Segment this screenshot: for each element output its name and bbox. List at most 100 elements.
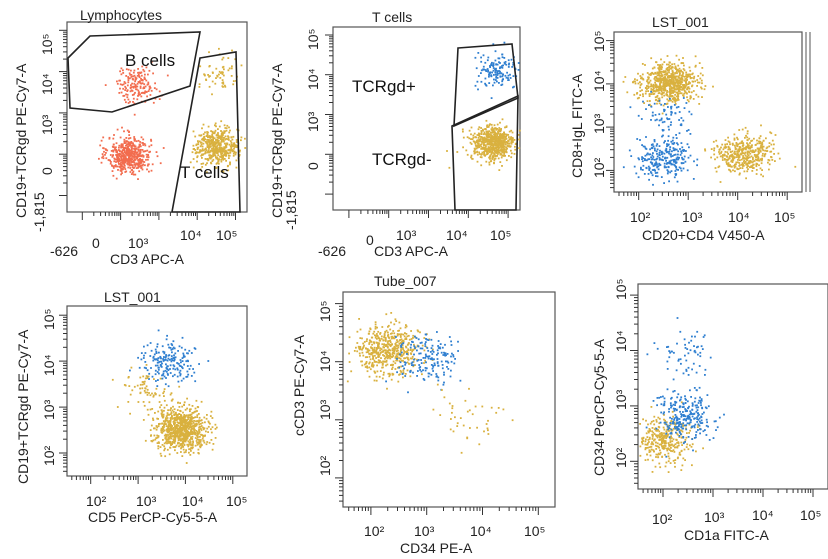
event-dot	[198, 432, 200, 435]
event-dot	[384, 331, 387, 334]
event-dot	[187, 433, 190, 435]
event-dot	[666, 90, 668, 92]
event-dot	[684, 78, 687, 80]
event-dot	[150, 349, 153, 352]
event-dot	[641, 160, 644, 163]
event-dot	[173, 347, 176, 350]
event-dot	[476, 160, 479, 163]
event-dot	[180, 346, 183, 349]
event-dot	[755, 156, 757, 158]
event-dot	[182, 352, 185, 355]
event-dot	[169, 347, 172, 349]
event-dot	[183, 355, 186, 358]
event-dot	[632, 81, 634, 84]
event-dot	[678, 79, 681, 82]
event-dot	[678, 156, 680, 159]
event-dot	[389, 373, 391, 376]
x-tick-label: 10³	[396, 227, 417, 243]
event-dot	[199, 65, 202, 68]
event-dot	[169, 432, 172, 435]
event-dot	[167, 343, 170, 346]
event-dot	[116, 155, 119, 158]
event-dot	[214, 122, 217, 125]
event-dot	[735, 156, 738, 158]
event-dot	[657, 64, 659, 66]
event-dot	[736, 167, 739, 170]
event-dot	[204, 131, 206, 134]
event-dot	[172, 405, 174, 408]
event-dot	[666, 69, 669, 72]
event-dot	[173, 436, 176, 439]
event-dot	[664, 140, 666, 142]
event-dot	[173, 408, 176, 411]
event-dot	[678, 132, 681, 135]
event-dot	[150, 140, 153, 142]
plot-frame	[613, 31, 803, 193]
event-dot	[133, 69, 136, 72]
event-dot	[177, 422, 180, 424]
event-dot	[198, 363, 200, 365]
event-dot	[116, 128, 119, 131]
event-dot	[749, 146, 752, 149]
event-dot	[213, 137, 216, 140]
event-dot	[182, 435, 185, 438]
event-dot	[660, 93, 663, 95]
event-dot	[183, 435, 186, 437]
event-dot	[479, 139, 482, 141]
event-dot	[501, 66, 504, 69]
event-dot	[661, 78, 663, 80]
event-dot	[487, 138, 489, 141]
event-dot	[185, 428, 188, 430]
event-dot	[124, 89, 127, 91]
event-dot	[173, 429, 176, 432]
event-dot	[226, 124, 229, 127]
event-dot	[674, 103, 677, 105]
event-dot	[181, 444, 184, 447]
event-dot	[728, 155, 731, 158]
event-dot	[150, 138, 152, 141]
event-dot	[666, 156, 669, 159]
event-dot	[177, 437, 180, 440]
event-dot	[143, 345, 145, 348]
event-dot	[669, 124, 672, 126]
event-dot	[202, 162, 205, 165]
event-dot	[689, 73, 691, 76]
event-dot	[149, 85, 151, 88]
event-dot	[120, 161, 122, 164]
event-dot	[134, 151, 136, 154]
event-dot	[212, 142, 215, 145]
event-dot	[171, 409, 174, 412]
event-dot	[755, 154, 758, 156]
event-dot	[504, 126, 506, 129]
event-dot	[170, 426, 173, 429]
event-dot	[659, 154, 661, 157]
event-dot	[740, 158, 743, 161]
event-dot	[670, 86, 673, 89]
event-dot	[469, 141, 472, 144]
event-dot	[207, 149, 210, 152]
event-dot	[166, 417, 169, 419]
event-dot	[118, 165, 121, 168]
event-dot	[186, 443, 189, 446]
event-dot	[766, 150, 768, 152]
panel-t-cells: T cells TCRgd+ TCRgd- -626 0 10³ 10⁴ 10⁵…	[269, 9, 521, 259]
event-dot	[721, 143, 724, 146]
event-dot	[691, 72, 694, 75]
event-dot	[144, 387, 147, 390]
event-dot	[197, 151, 199, 154]
event-dot	[166, 74, 169, 77]
event-dot	[645, 108, 647, 110]
event-dot	[742, 155, 744, 157]
event-dot	[663, 79, 666, 82]
event-dot	[191, 412, 194, 414]
event-dot	[211, 160, 214, 162]
event-dot	[480, 148, 483, 150]
event-dot	[740, 163, 743, 166]
axis-ticks	[59, 29, 236, 220]
event-dot	[682, 88, 684, 91]
event-dot	[188, 434, 191, 437]
event-dot	[650, 156, 652, 159]
event-dot	[499, 67, 501, 70]
event-dot	[182, 417, 185, 420]
event-dot	[487, 140, 490, 143]
